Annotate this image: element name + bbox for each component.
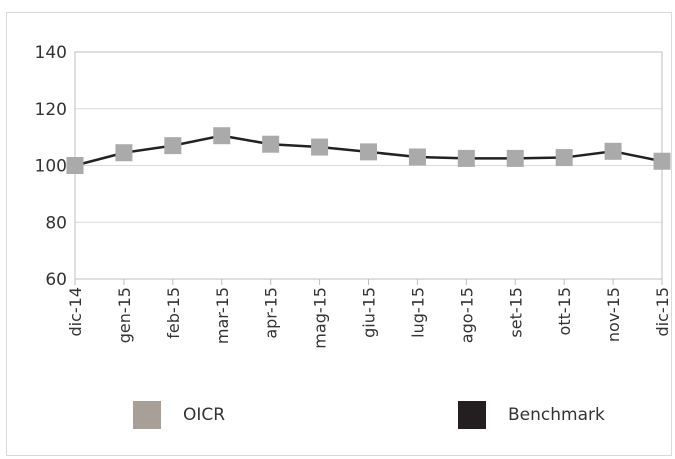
legend-item-benchmark: Benchmark [458, 400, 605, 430]
gridlines [74, 51, 663, 280]
x-tick-label: set-15 [506, 287, 525, 338]
x-tick-label: feb-15 [164, 287, 183, 339]
marker-oicr-mag-15 [311, 138, 329, 156]
x-tick-label: apr-15 [262, 287, 281, 339]
marker-oicr-nov-15 [604, 142, 622, 160]
x-tick-label: mar-15 [213, 287, 232, 344]
series-markers [66, 127, 671, 174]
x-tick-label: lug-15 [408, 287, 427, 338]
x-tick-label: ott-15 [555, 287, 574, 335]
x-tick-label: dic-15 [653, 287, 672, 337]
legend-swatch-benchmark [458, 401, 486, 429]
marker-oicr-mar-15 [213, 127, 231, 145]
y-tick-label: 140 [35, 43, 67, 63]
marker-oicr-ott-15 [555, 149, 573, 167]
y-axis-ticks: 60 80 100 120 140 [35, 43, 67, 290]
legend-label-oicr: OICR [183, 405, 226, 425]
x-tick-label: giu-15 [360, 287, 379, 338]
marker-oicr-lug-15 [408, 148, 426, 166]
marker-oicr-dic-15 [653, 152, 671, 170]
marker-oicr-ago-15 [457, 149, 475, 167]
x-axis-ticks: dic-14 gen-15 feb-15 mar-15 apr-15 mag-15 giu-… [66, 279, 672, 349]
x-tick-label: mag-15 [311, 287, 330, 349]
x-tick-label: gen-15 [115, 287, 134, 343]
marker-oicr-set-15 [506, 149, 524, 167]
marker-oicr-feb-15 [164, 137, 182, 155]
y-tick-label: 120 [35, 100, 67, 120]
marker-oicr-giu-15 [360, 143, 377, 161]
x-tick-label: nov-15 [604, 287, 623, 342]
y-tick-label: 60 [45, 270, 67, 290]
x-tick-label: dic-14 [66, 287, 85, 337]
marker-oicr-apr-15 [262, 135, 280, 153]
legend-swatch-oicr [133, 401, 161, 429]
x-tick-label: ago-15 [457, 287, 476, 343]
y-tick-label: 100 [35, 157, 67, 177]
chart-frame [6, 12, 672, 456]
marker-oicr-dic-14 [66, 157, 84, 174]
legend-label-benchmark: Benchmark [508, 405, 605, 425]
marker-oicr-gen-15 [115, 144, 133, 162]
y-tick-label: 80 [45, 213, 67, 233]
legend-item-oicr: OICR [133, 400, 225, 430]
